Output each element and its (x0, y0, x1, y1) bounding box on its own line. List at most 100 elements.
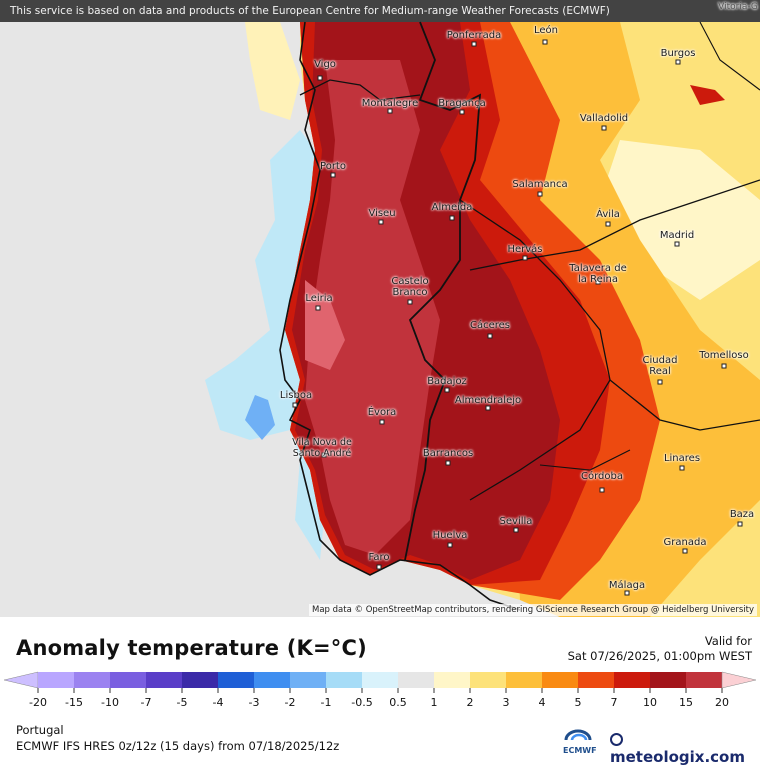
scale-segment (578, 672, 614, 688)
scale-segment (146, 672, 182, 688)
city-marker (378, 219, 384, 225)
valid-date: Sat 07/26/2025, 01:00pm WEST (567, 649, 752, 663)
scale-segment (650, 672, 686, 688)
city-marker (624, 590, 630, 596)
scale-tick-label: 15 (679, 696, 693, 709)
city-label[interactable]: Huelva (432, 530, 468, 541)
city-label[interactable]: Leiria (305, 293, 333, 304)
city-label[interactable]: Almendralejo (454, 395, 522, 406)
scale-tick-label: -1 (320, 696, 332, 709)
city-label[interactable]: Bragança (438, 98, 486, 109)
city-label[interactable]: Ponferrada (446, 30, 502, 41)
city-label[interactable]: Viseu (368, 208, 396, 219)
scale-tick-label: 4 (538, 696, 546, 709)
city-label[interactable]: Sevilla (499, 516, 533, 527)
region-label: Portugal (16, 723, 64, 737)
city-marker (447, 542, 453, 548)
city-label[interactable]: Baza (729, 509, 755, 520)
city-marker (674, 241, 680, 247)
valid-label: Valid for (704, 634, 752, 648)
city-marker (379, 419, 385, 425)
scale-segment (74, 672, 110, 688)
portugal-spain-border (404, 21, 482, 561)
region-border-andalucia (609, 379, 760, 431)
scale-segment (182, 672, 218, 688)
city-label[interactable]: Vigo (314, 59, 336, 70)
city-label[interactable]: Talavera de la Reina (569, 263, 627, 285)
map-panel[interactable]: This service is based on data and produc… (0, 0, 760, 617)
city-marker (449, 215, 455, 221)
city-marker (601, 125, 607, 131)
scale-tick-label: 10 (643, 696, 657, 709)
city-label[interactable]: Linares (663, 453, 701, 464)
scale-segment (470, 672, 506, 688)
city-marker (605, 221, 611, 227)
city-label[interactable]: Burgos (660, 48, 696, 59)
city-marker (737, 521, 743, 527)
city-marker (317, 75, 323, 81)
city-label[interactable]: Badajoz (427, 376, 467, 387)
city-label[interactable]: León (533, 25, 559, 36)
city-marker (407, 299, 413, 305)
scale-low-arrow (3, 671, 39, 689)
region-border-extremadura (459, 199, 611, 501)
city-marker (537, 191, 543, 197)
city-label[interactable]: Granada (663, 537, 707, 548)
scale-segment (290, 672, 326, 688)
city-label[interactable]: Vila Nova de Santo André (292, 437, 352, 459)
city-marker (315, 305, 321, 311)
ecmwf-logo-icon[interactable] (556, 726, 606, 756)
city-label[interactable]: Hervás (507, 244, 543, 255)
scale-tick-label: -20 (29, 696, 47, 709)
coastline (279, 21, 521, 611)
scale-tick-label: 5 (574, 696, 582, 709)
cool-anomaly-area (205, 130, 330, 560)
city-marker (444, 387, 450, 393)
region-border-south (539, 449, 631, 471)
city-marker (487, 333, 493, 339)
cold-anomaly-spot (245, 395, 275, 440)
city-label[interactable]: Tomelloso (699, 350, 749, 361)
city-label[interactable]: Porto (320, 161, 346, 172)
city-marker (292, 402, 298, 408)
city-label[interactable]: Castelo Branco (391, 276, 429, 298)
city-label[interactable]: Cáceres (469, 320, 511, 331)
legend-title: Anomaly temperature (K=°C) (16, 636, 367, 660)
meteologix-logo[interactable]: meteologix.com (610, 730, 760, 766)
city-label[interactable]: Madrid (659, 230, 695, 241)
city-label[interactable]: Valladolid (579, 113, 629, 124)
anomaly-map[interactable] (0, 0, 760, 617)
city-label[interactable]: Córdoba (581, 471, 623, 482)
region-border-galicia (299, 79, 421, 101)
scale-tick-label: -0.5 (351, 696, 373, 709)
map-attribution[interactable]: Map data © OpenStreetMap contributors, r… (309, 604, 757, 616)
scale-tick-label: 3 (502, 696, 510, 709)
scale-tick-label: -5 (176, 696, 188, 709)
city-label[interactable]: Faro (368, 552, 390, 563)
city-label[interactable]: Salamanca (512, 179, 568, 190)
city-label[interactable]: Barrancos (422, 448, 474, 459)
city-label[interactable]: Almeida (431, 202, 473, 213)
city-label[interactable]: Lisboa (279, 390, 313, 401)
city-label[interactable]: Ciudad Real (642, 355, 678, 377)
scale-tick-label: 2 (466, 696, 474, 709)
city-marker (595, 279, 601, 285)
scale-tick-label: 1 (430, 696, 438, 709)
highest-anomaly-spot (305, 280, 345, 370)
city-marker (485, 405, 491, 411)
scale-segment (434, 672, 470, 688)
city-marker (471, 41, 477, 47)
city-label[interactable]: Vitoria-G (718, 2, 758, 12)
city-label[interactable]: Ávila (596, 209, 620, 220)
meteologix-icon (610, 733, 623, 746)
scale-tick-label: 0.5 (389, 696, 407, 709)
city-label[interactable]: Montalegre (361, 98, 419, 109)
scale-segment (686, 672, 722, 688)
city-marker (459, 109, 465, 115)
city-label[interactable]: Évora (367, 407, 397, 418)
city-marker (682, 548, 688, 554)
scale-segment (110, 672, 146, 688)
city-marker (657, 379, 663, 385)
city-label[interactable]: Málaga (608, 580, 646, 591)
region-border-north (699, 21, 760, 91)
